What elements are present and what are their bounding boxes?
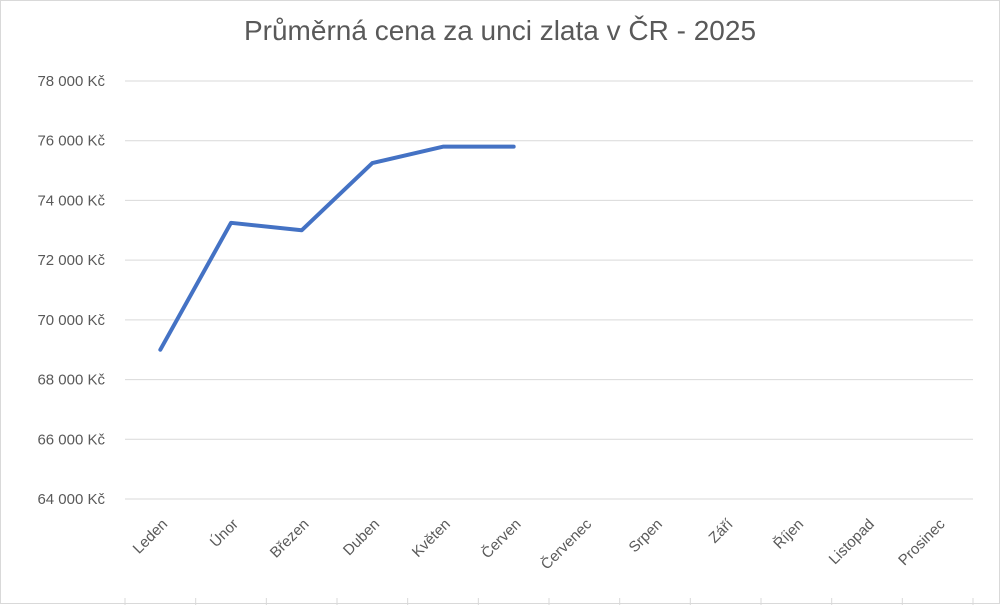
x-tick-label: Červenec (538, 515, 596, 573)
y-tick-label: 68 000 Kč (37, 372, 105, 389)
x-tick-label: Březen (267, 516, 313, 562)
y-tick-label: 72 000 Kč (37, 252, 105, 269)
x-tick-label: Prosinec (895, 515, 949, 569)
y-tick-label: 78 000 Kč (37, 73, 105, 90)
y-tick-label: 74 000 Kč (37, 192, 105, 209)
x-tick-label: Květen (409, 516, 454, 561)
y-tick-label: 66 000 Kč (37, 431, 105, 448)
y-tick-label: 64 000 Kč (37, 491, 105, 508)
x-tick-label: Září (706, 515, 737, 546)
x-tick-label: Srpen (626, 516, 666, 556)
y-tick-label: 76 000 Kč (37, 133, 105, 150)
x-tick-label: Listopad (826, 516, 878, 568)
y-tick-label: 70 000 Kč (37, 312, 105, 329)
x-tick-label: Duben (340, 516, 383, 559)
x-tick-label: Únor (207, 516, 242, 551)
x-tick-label: Červen (478, 516, 524, 562)
x-tick-label: Říjen (770, 516, 807, 553)
series-line (160, 147, 513, 350)
x-tick-label: Leden (130, 516, 172, 558)
